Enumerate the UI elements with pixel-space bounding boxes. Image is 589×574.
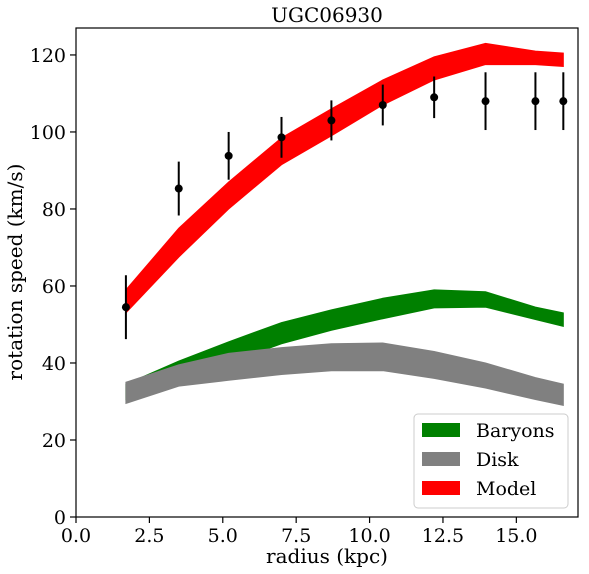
y-axis-ticks: 0 20 40 60 80 100 120: [30, 45, 76, 529]
legend-label-baryons: Baryons: [476, 420, 555, 442]
data-point: [531, 97, 540, 106]
data-point: [224, 151, 233, 160]
y-tick-label: 20: [42, 430, 66, 452]
observations-layer: [121, 72, 568, 340]
data-point: [378, 101, 387, 110]
legend-swatch-baryons: [422, 423, 460, 437]
x-tick-label: 10.0: [348, 525, 390, 547]
y-tick-label: 0: [54, 507, 66, 529]
x-tick-label: 15.0: [495, 525, 537, 547]
x-tick-label: 2.5: [134, 525, 164, 547]
legend-label-disk: Disk: [476, 449, 519, 471]
data-point: [277, 133, 286, 142]
data-point: [327, 116, 336, 125]
x-tick-label: 7.5: [281, 525, 311, 547]
data-point: [430, 93, 439, 102]
y-tick-label: 120: [30, 45, 66, 67]
data-point: [121, 303, 130, 312]
data-point: [559, 97, 568, 106]
x-axis-label: radius (kpc): [266, 544, 388, 568]
y-tick-label: 100: [30, 122, 66, 144]
data-point: [174, 184, 183, 193]
chart-title: UGC06930: [271, 3, 383, 27]
y-tick-label: 40: [42, 353, 66, 375]
series-band-model: [125, 42, 564, 315]
y-axis-label: rotation speed (km/s): [3, 164, 27, 381]
x-tick-label: 5.0: [208, 525, 238, 547]
data-point: [481, 97, 490, 106]
y-tick-label: 80: [42, 199, 66, 221]
y-tick-label: 60: [42, 276, 66, 298]
series-layer: [125, 42, 564, 406]
legend-swatch-disk: [422, 452, 460, 466]
plot-frame: [75, 27, 579, 518]
legend-swatch-model: [422, 481, 460, 495]
x-tick-label: 12.5: [422, 525, 464, 547]
series-band-disk: [125, 342, 564, 406]
x-axis-ticks: 0.0 2.5 5.0 7.5 10.0 12.5 15.0: [61, 517, 538, 547]
legend-label-model: Model: [476, 478, 536, 500]
x-tick-label: 0.0: [61, 525, 91, 547]
legend: Baryons Disk Model: [413, 413, 569, 509]
